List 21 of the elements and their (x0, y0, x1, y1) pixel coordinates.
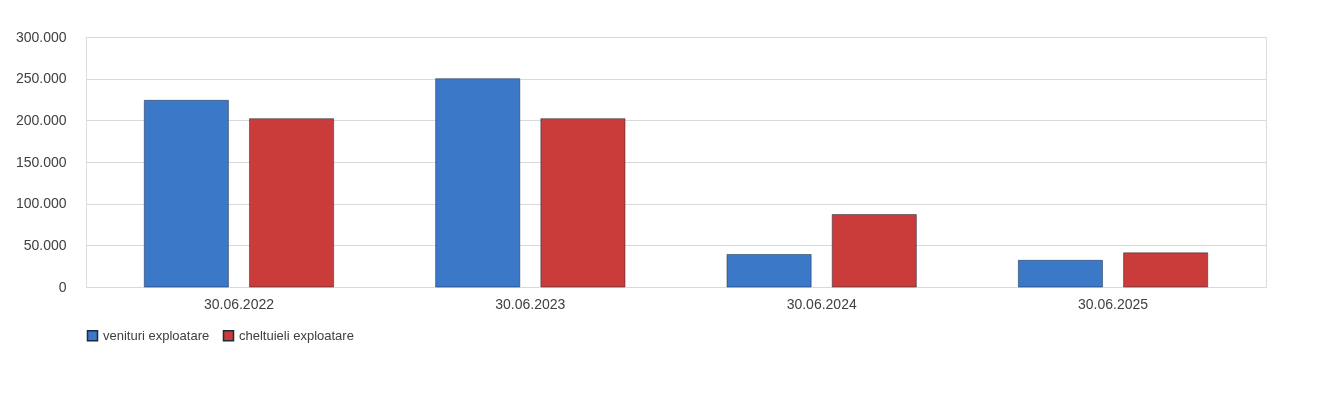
y-tick-label: 200.000 (15, 111, 67, 128)
bar (1123, 252, 1208, 288)
bar (540, 118, 626, 288)
x-tick-label: 30.06.2023 (495, 295, 566, 312)
x-tick-label: 30.06.2025 (1078, 295, 1149, 312)
y-tick-label: 250.000 (15, 70, 67, 87)
y-tick-label: 0 (58, 278, 67, 295)
x-tick-label: 30.06.2024 (786, 295, 857, 312)
bar (144, 100, 229, 288)
bar (831, 214, 917, 288)
y-tick-label: 150.000 (15, 153, 67, 170)
legend-label: cheltuieli exploatare (239, 327, 354, 343)
bar (1018, 260, 1103, 288)
x-tick-label: 30.06.2022 (203, 295, 275, 312)
bar (435, 78, 521, 288)
y-tick-label: 50.000 (23, 236, 67, 253)
bar (249, 118, 334, 288)
legend-label: venituri exploatare (103, 327, 210, 343)
bar (726, 254, 812, 288)
y-tick-label: 300.000 (15, 28, 67, 45)
y-tick-label: 100.000 (15, 195, 67, 212)
